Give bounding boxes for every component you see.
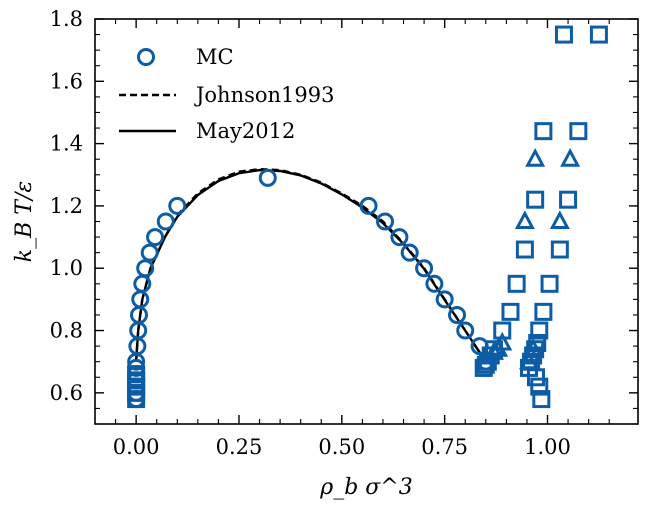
square-point [507,274,526,293]
y-tick-label: 1.6 [50,69,83,93]
mc-circle-point [136,259,155,278]
triangle-point [523,338,544,357]
mc-circle-point [400,243,419,262]
y-tick-label: 1.8 [50,7,83,31]
square-point [501,302,520,321]
legend-label-mc: MC [196,45,234,69]
y-tick-label: 1.4 [50,132,83,156]
mc-circle-point [146,228,165,247]
x-tick-label: 0.25 [216,435,263,459]
legend: MC Johnson1993 May2012 [119,45,335,143]
mc-circle-point [415,259,434,278]
square-point [534,302,553,321]
y-tick-label: 1.2 [50,194,83,218]
mc-circle-point [156,212,175,231]
square-point [559,190,578,209]
square-point [554,25,573,44]
mc-circle-point [168,196,187,215]
x-tick-label: 1.00 [524,435,571,459]
square-point [589,25,608,44]
triangle-point [525,148,546,167]
mc-circle-point [456,321,475,340]
square-point [530,321,549,340]
mc-circle-point [376,212,395,231]
square-point [534,122,553,141]
square-point [540,274,559,293]
x-tick-label: 0.50 [318,435,365,459]
square-point [532,390,551,409]
mc-circle-point [140,243,159,262]
legend-label-johnson1993: Johnson1993 [194,83,335,107]
triangle-point [514,210,535,229]
square-point [530,377,549,396]
y-tick-label: 0.8 [50,319,83,343]
x-tick-label: 0.75 [421,435,468,459]
square-point [526,190,545,209]
y-axis-label: k_B T/ε [12,181,37,262]
chart-marks [127,25,608,409]
square-point [550,240,569,259]
mc-circle-point [425,274,444,293]
mc-circle-point [448,305,466,324]
mc-circle-point [258,168,277,187]
square-point [127,365,146,384]
triangle-point [549,210,570,229]
axis-ticks: 0.00 0.25 0.50 0.75 1.00 0.6 0.8 1.0 1.2 1.4 1.6 1.… [12,7,638,500]
legend-marker-mc [137,48,155,66]
mc-circle-point [359,196,378,215]
triangle-point [484,341,505,360]
y-tick-label: 0.6 [50,381,83,405]
mc-circle-point [435,290,454,309]
legend-label-may2012: May2012 [196,119,295,143]
triangle-point [560,148,581,167]
mc-circle-point [390,228,409,247]
y-tick-label: 1.0 [50,256,83,280]
square-point [526,368,545,387]
x-axis-label: ρ_b σ^3 [319,475,412,500]
square-point [515,240,534,259]
triangle-point [492,331,513,351]
square-point [569,122,588,141]
x-tick-label: 0.00 [113,435,160,459]
